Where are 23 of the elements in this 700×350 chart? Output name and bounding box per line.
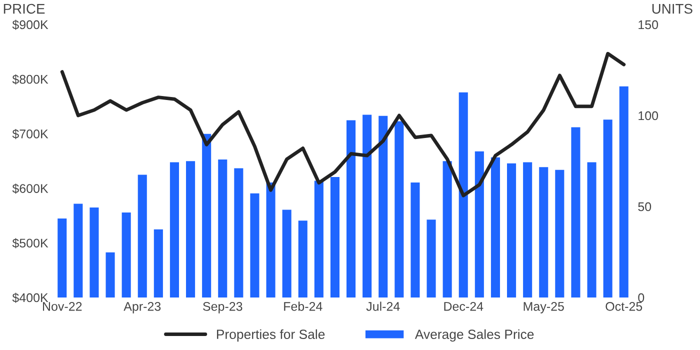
- x-tick-label: Sep-23: [203, 302, 242, 314]
- x-tick-label: May-25: [524, 302, 564, 314]
- x-tick-label: Dec-24: [444, 302, 484, 311]
- y-tick-label: $800K: [12, 74, 48, 84]
- y-tick-label: $900K: [12, 20, 48, 30]
- y-tick-label: $400K: [12, 292, 48, 303]
- x-tick-label: Apr-23: [124, 302, 161, 314]
- y-tick-label: $600K: [12, 184, 48, 194]
- legend-label: Average Sales Price: [414, 329, 534, 342]
- line-series: [60, 52, 626, 198]
- y2-tick-label: 0: [638, 293, 644, 302]
- y-axis-title: PRICE: [4, 4, 45, 14]
- x-tick-label: Jul-24: [366, 302, 400, 311]
- y2-tick-label: 150: [638, 20, 658, 30]
- y2-tick-label: 50: [638, 202, 652, 212]
- y2-axis-title: UNITS: [652, 4, 692, 14]
- legend-label: Properties for Sale: [217, 329, 325, 342]
- y2-tick-label: 100: [638, 111, 658, 120]
- x-tick-label: Feb-24: [284, 302, 322, 311]
- y-tick-label: $500K: [12, 238, 48, 248]
- x-tick-label: Oct-25: [606, 302, 642, 311]
- y-tick-label: $700K: [12, 128, 48, 140]
- x-tick-label: Nov-22: [43, 302, 82, 311]
